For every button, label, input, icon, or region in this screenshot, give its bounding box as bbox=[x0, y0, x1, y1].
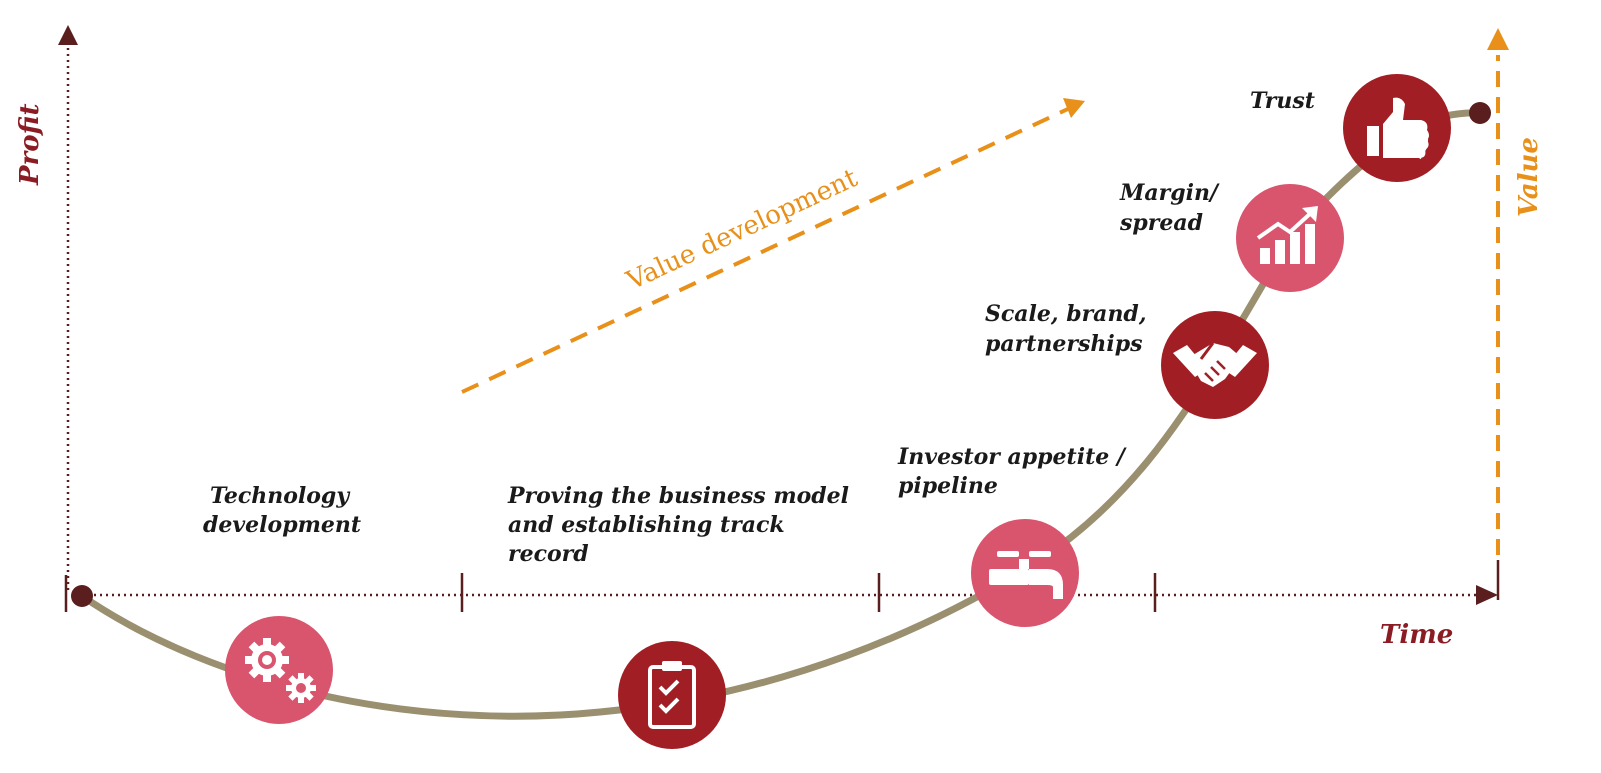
curve-start-point bbox=[71, 585, 93, 607]
stage-label-investor: Investor appetite / pipeline bbox=[897, 444, 1127, 499]
svg-text:and establishing track: and establishing track bbox=[508, 512, 785, 538]
svg-text:Investor appetite /: Investor appetite / bbox=[897, 444, 1127, 470]
thumbs-up-icon bbox=[1343, 74, 1451, 182]
time-axis-label: Time bbox=[1380, 620, 1453, 650]
curve-end-point bbox=[1469, 102, 1491, 124]
stage-label-proving: Proving the business model and establish… bbox=[507, 483, 849, 567]
handshake-icon bbox=[1161, 311, 1269, 419]
svg-text:pipeline: pipeline bbox=[898, 473, 998, 499]
tap-faucet-icon bbox=[971, 519, 1079, 627]
stage-label-trust: Trust bbox=[1250, 88, 1315, 114]
value-axis-arrowhead bbox=[1487, 28, 1509, 50]
svg-text:Trust: Trust bbox=[1250, 88, 1315, 114]
svg-text:spread: spread bbox=[1119, 210, 1203, 236]
svg-text:Margin/: Margin/ bbox=[1119, 180, 1220, 206]
stage-label-technology: Technology development bbox=[203, 483, 361, 538]
clipboard-checklist-icon bbox=[618, 641, 726, 749]
time-axis-arrowhead bbox=[1476, 585, 1498, 605]
value-axis-label: Value bbox=[1514, 137, 1544, 217]
stage-label-margin: Margin/ spread bbox=[1119, 180, 1220, 236]
value-development-arrow bbox=[461, 106, 1071, 394]
value-development-arrowhead bbox=[1063, 98, 1085, 118]
svg-text:partnerships: partnerships bbox=[985, 331, 1142, 357]
stage-label-scale: Scale, brand, partnerships bbox=[985, 301, 1146, 357]
j-curve bbox=[78, 109, 1484, 720]
svg-text:Scale, brand,: Scale, brand, bbox=[985, 301, 1146, 327]
growth-chart-icon bbox=[1236, 184, 1344, 292]
svg-text:Technology: Technology bbox=[210, 483, 351, 509]
profit-axis-arrowhead bbox=[58, 25, 78, 45]
gears-icon bbox=[225, 616, 333, 724]
svg-text:Proving the business model: Proving the business model bbox=[507, 483, 849, 509]
profit-axis-label: Profit bbox=[15, 103, 45, 186]
svg-text:development: development bbox=[203, 512, 361, 538]
svg-text:record: record bbox=[508, 541, 589, 567]
value-development-label: Value development bbox=[621, 163, 862, 297]
